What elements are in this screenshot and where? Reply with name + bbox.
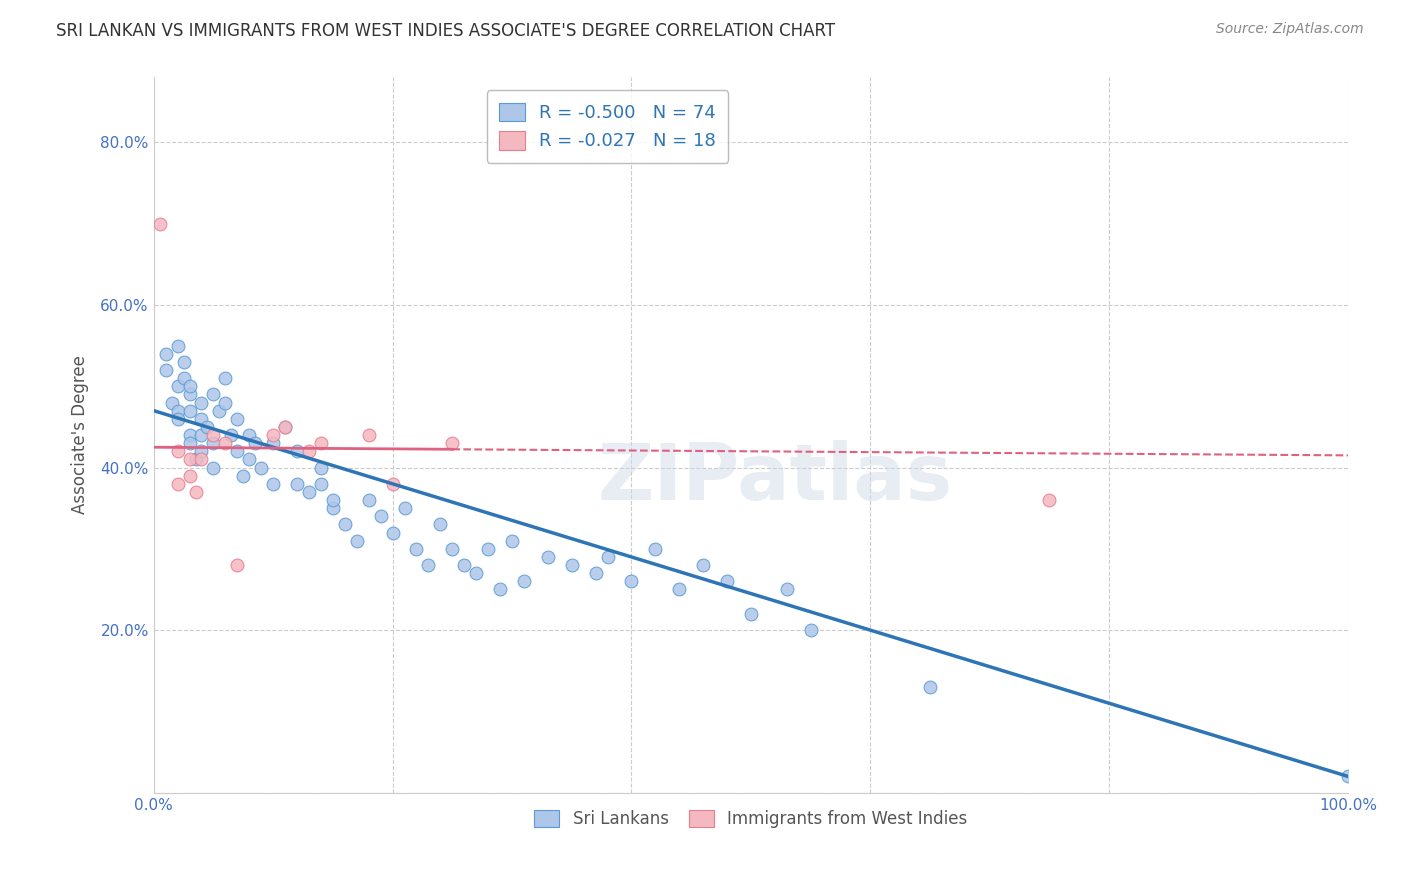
Point: [226, 444, 249, 458]
Point: [405, 541, 427, 556]
Point: [357, 428, 380, 442]
Point: [333, 517, 356, 532]
Point: [179, 452, 201, 467]
Point: [285, 444, 308, 458]
Point: [441, 436, 464, 450]
Point: [322, 501, 344, 516]
Point: [298, 485, 321, 500]
Point: [585, 566, 607, 581]
Point: [394, 501, 416, 516]
Point: [716, 574, 738, 589]
Point: [166, 403, 188, 417]
Point: [309, 476, 332, 491]
Point: [274, 420, 297, 434]
Point: [190, 395, 212, 409]
Point: [381, 525, 404, 540]
Point: [262, 476, 284, 491]
Point: [245, 436, 267, 450]
Point: [214, 371, 236, 385]
Point: [561, 558, 583, 573]
Point: [274, 420, 297, 434]
Point: [202, 428, 225, 442]
Point: [166, 476, 188, 491]
Legend: Sri Lankans, Immigrants from West Indies: Sri Lankans, Immigrants from West Indies: [527, 803, 974, 834]
Point: [346, 533, 368, 548]
Point: [160, 395, 183, 409]
Point: [214, 395, 236, 409]
Point: [226, 411, 249, 425]
Point: [190, 411, 212, 425]
Point: [197, 420, 219, 434]
Point: [309, 436, 332, 450]
Point: [381, 476, 404, 491]
Point: [179, 379, 201, 393]
Point: [668, 582, 690, 597]
Point: [513, 574, 536, 589]
Point: [238, 428, 260, 442]
Point: [620, 574, 643, 589]
Point: [149, 217, 172, 231]
Point: [166, 444, 188, 458]
Point: [1337, 769, 1360, 783]
Point: [173, 371, 195, 385]
Point: [166, 379, 188, 393]
Point: [184, 452, 207, 467]
Point: [357, 493, 380, 508]
Text: ZIPatlas: ZIPatlas: [598, 440, 952, 516]
Point: [238, 452, 260, 467]
Point: [1038, 493, 1060, 508]
Point: [190, 428, 212, 442]
Point: [465, 566, 488, 581]
Point: [501, 533, 523, 548]
Point: [537, 549, 560, 564]
Point: [692, 558, 714, 573]
Point: [262, 428, 284, 442]
Point: [250, 460, 273, 475]
Point: [775, 582, 797, 597]
Point: [202, 387, 225, 401]
Y-axis label: Associate's Degree: Associate's Degree: [72, 356, 89, 515]
Point: [596, 549, 619, 564]
Point: [173, 355, 195, 369]
Point: [453, 558, 475, 573]
Point: [232, 468, 254, 483]
Point: [477, 541, 499, 556]
Point: [799, 623, 821, 637]
Point: [202, 460, 225, 475]
Point: [262, 436, 284, 450]
Point: [226, 558, 249, 573]
Point: [740, 607, 762, 621]
Point: [285, 476, 308, 491]
Point: [179, 403, 201, 417]
Point: [429, 517, 451, 532]
Point: [179, 436, 201, 450]
Point: [190, 452, 212, 467]
Text: Source: ZipAtlas.com: Source: ZipAtlas.com: [1216, 22, 1364, 37]
Point: [155, 363, 177, 377]
Point: [441, 541, 464, 556]
Point: [214, 436, 236, 450]
Point: [184, 485, 207, 500]
Point: [179, 468, 201, 483]
Point: [208, 403, 231, 417]
Point: [298, 444, 321, 458]
Point: [166, 411, 188, 425]
Point: [918, 680, 941, 694]
Point: [179, 428, 201, 442]
Point: [489, 582, 512, 597]
Point: [155, 347, 177, 361]
Point: [418, 558, 440, 573]
Point: [221, 428, 243, 442]
Point: [166, 338, 188, 352]
Point: [179, 387, 201, 401]
Point: [644, 541, 666, 556]
Point: [309, 460, 332, 475]
Point: [322, 493, 344, 508]
Text: SRI LANKAN VS IMMIGRANTS FROM WEST INDIES ASSOCIATE'S DEGREE CORRELATION CHART: SRI LANKAN VS IMMIGRANTS FROM WEST INDIE…: [56, 22, 835, 40]
Point: [370, 509, 392, 524]
Point: [190, 444, 212, 458]
Point: [202, 436, 225, 450]
